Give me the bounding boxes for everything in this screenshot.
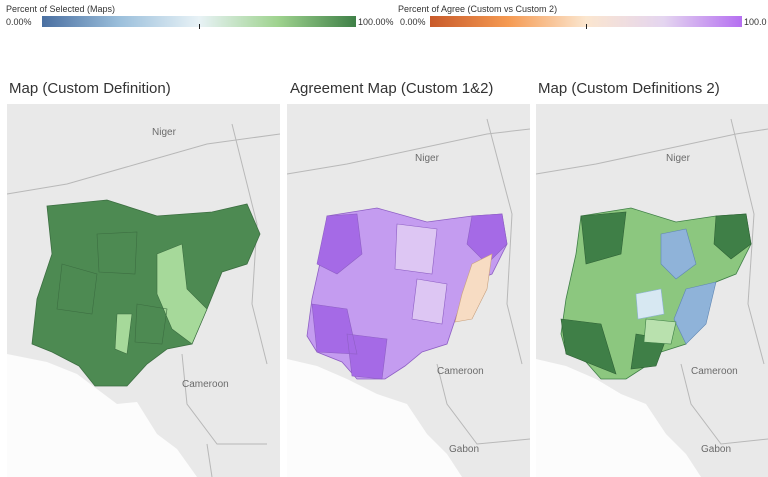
region-dark: [311, 213, 508, 380]
map-custom-definitions-2[interactable]: Niger Cameroon Gabon: [536, 104, 768, 477]
legend-percent-selected: Percent of Selected (Maps) 0.00% 100.00%: [6, 4, 396, 30]
label-niger: Niger: [152, 127, 177, 138]
sea-area: [536, 359, 701, 477]
legend-min-label: 0.00%: [6, 17, 32, 27]
region-orange: [454, 253, 493, 323]
legend-title: Percent of Selected (Maps): [6, 4, 116, 14]
legend-midpoint-tick: [199, 24, 200, 29]
region-paleblue: [635, 288, 665, 320]
map-agreement[interactable]: Niger Cameroon Gabon: [287, 104, 530, 477]
region-light: [156, 243, 208, 345]
region-light: [114, 313, 133, 355]
label-cameroon: Cameroon: [437, 366, 484, 377]
legend-color-ramp: [42, 16, 356, 27]
legend-percent-agree: Percent of Agree (Custom vs Custom 2) 0.…: [398, 4, 768, 30]
map-custom-definition[interactable]: Niger Cameroon: [7, 104, 280, 477]
legend-max-label: 100.0: [744, 17, 767, 27]
label-gabon: Gabon: [449, 444, 479, 455]
sea-area: [287, 359, 462, 477]
legend-midpoint-tick: [586, 24, 587, 29]
panel-title-agreement-map: Agreement Map (Custom 1&2): [290, 80, 494, 97]
legend-title: Percent of Agree (Custom vs Custom 2): [398, 4, 558, 14]
sea-area: [7, 354, 197, 477]
label-gabon: Gabon: [701, 444, 731, 455]
panel-title-custom-definitions-2: Map (Custom Definitions 2): [538, 80, 720, 97]
label-cameroon: Cameroon: [182, 379, 229, 390]
region-dark: [560, 211, 752, 375]
label-niger: Niger: [666, 153, 691, 164]
legend-min-label: 0.00%: [400, 17, 426, 27]
region-light: [643, 318, 677, 345]
region-blue: [660, 228, 717, 345]
label-cameroon: Cameroon: [691, 366, 738, 377]
panel-title-custom-definition: Map (Custom Definition): [9, 80, 171, 97]
legend-max-label: 100.00%: [358, 17, 394, 27]
nigeria-region: [31, 199, 261, 387]
legend-color-ramp: [430, 16, 742, 27]
label-niger: Niger: [415, 153, 440, 164]
region-light: [394, 223, 448, 325]
